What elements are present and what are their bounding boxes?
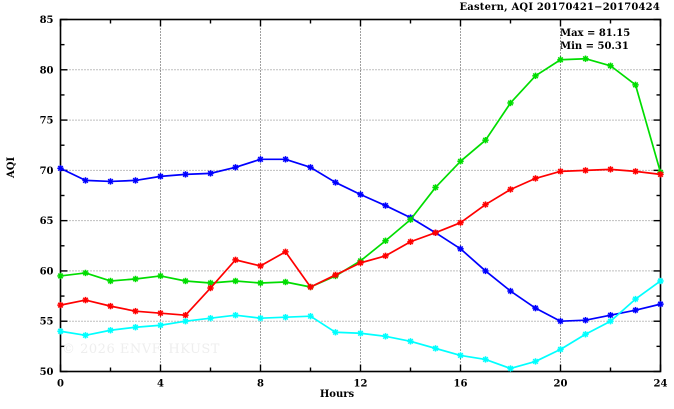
stats-annotation: Max = 81.15 Min = 50.31: [560, 27, 630, 53]
page-title: Eastern, AQI 20170421−20170424: [459, 2, 660, 13]
svg-text:4: 4: [157, 379, 164, 390]
min-value-label: Min = 50.31: [560, 41, 629, 52]
svg-text:70: 70: [40, 166, 54, 177]
plot-frame: [59, 18, 662, 373]
axis-tick-labels: 50 55 60 65 70 75 80 85 0 4 8 12 16 20 24: [40, 15, 668, 390]
svg-text:24: 24: [654, 379, 668, 390]
svg-text:20: 20: [554, 379, 568, 390]
y-axis-title: AQI: [6, 156, 17, 178]
svg-text:75: 75: [40, 116, 54, 127]
svg-text:85: 85: [40, 15, 54, 26]
max-value-label: Max = 81.15: [560, 28, 631, 39]
svg-text:65: 65: [40, 216, 54, 227]
svg-text:0: 0: [57, 379, 64, 390]
svg-text:12: 12: [354, 379, 368, 390]
svg-text:60: 60: [40, 266, 54, 277]
svg-text:50: 50: [40, 367, 54, 378]
svg-text:16: 16: [454, 379, 468, 390]
svg-text:8: 8: [257, 379, 264, 390]
data-series: [57, 55, 664, 372]
gridlines: [60, 19, 661, 372]
svg-text:55: 55: [40, 317, 54, 328]
svg-text:80: 80: [40, 65, 54, 76]
x-axis-title: Hours: [319, 389, 355, 400]
